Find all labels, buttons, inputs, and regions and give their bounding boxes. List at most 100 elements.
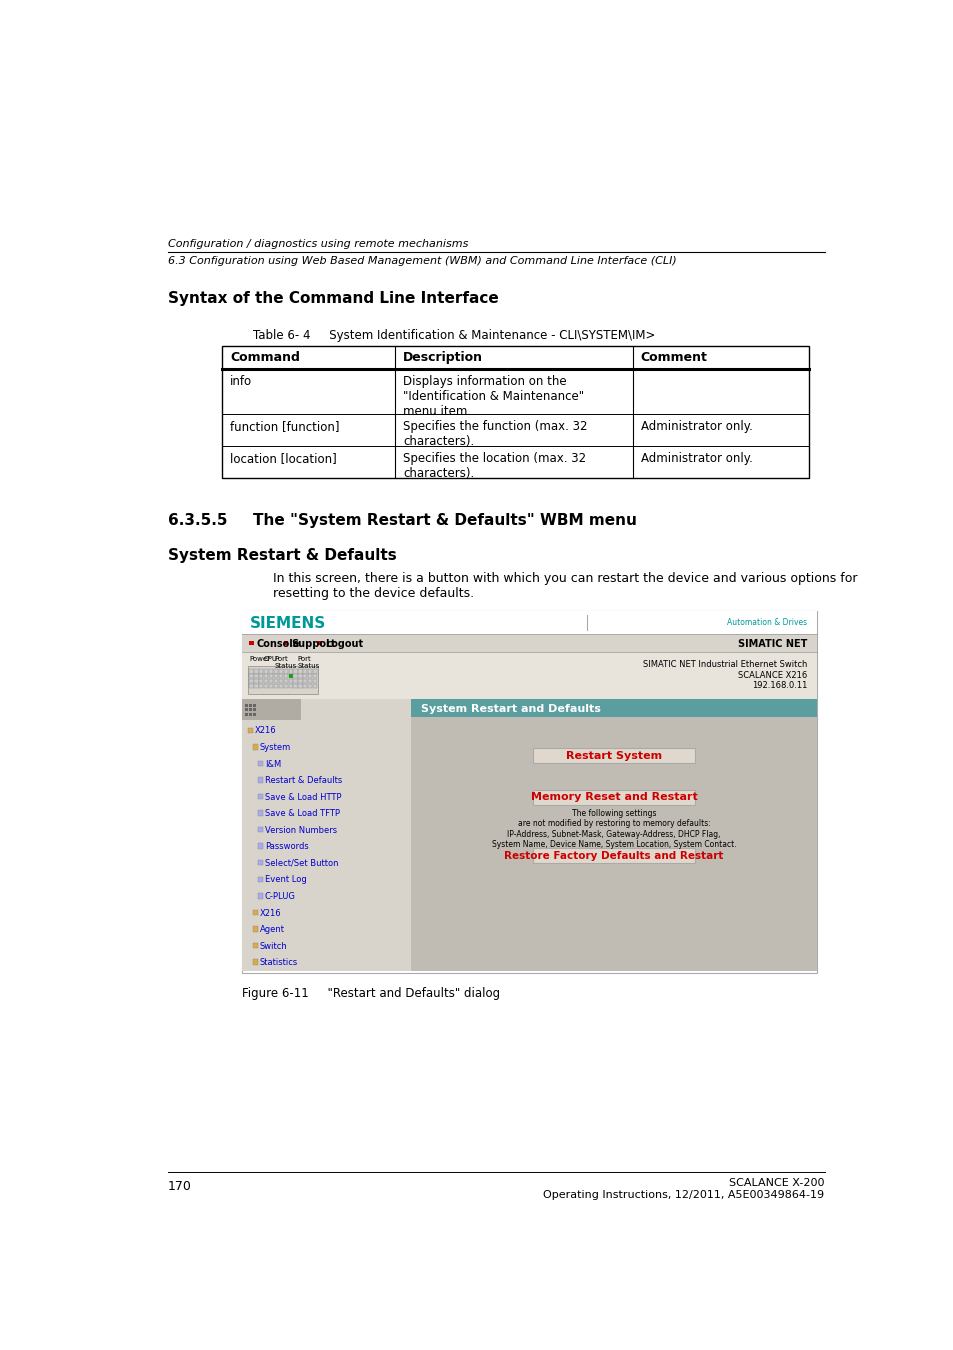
Bar [254,683,258,687]
Bar [254,670,258,674]
Bar [298,683,302,687]
Text: SCALANCE X-200
Operating Instructions, 12/2011, A5E00349864-19: SCALANCE X-200 Operating Instructions, 1… [543,1179,823,1200]
Text: Save & Load HTTP: Save & Load HTTP [265,792,341,802]
Text: Passwords: Passwords [265,842,309,852]
Bar [245,705,248,707]
Bar [411,699,816,971]
Bar [303,679,307,683]
Text: The "System Restart & Defaults" WBM menu: The "System Restart & Defaults" WBM menu [253,513,637,528]
Bar [313,683,316,687]
Bar [253,705,256,707]
Bar [241,699,301,721]
Bar [264,679,268,683]
Text: Restore Factory Defaults and Restart: Restore Factory Defaults and Restart [504,850,723,861]
Bar [269,683,273,687]
Text: Command: Command [230,351,299,364]
Bar [317,641,321,645]
Text: Version Numbers: Version Numbers [265,826,336,834]
Text: 6.3 Configuration using Web Based Management (WBM) and Command Line Interface (C: 6.3 Configuration using Web Based Manage… [168,256,676,266]
Bar [288,674,293,678]
Bar [249,641,253,645]
Text: Logout: Logout [325,640,363,649]
Bar [278,670,283,674]
Bar [278,674,283,678]
Bar [253,709,256,711]
Bar [298,670,302,674]
Text: Port
Status: Port Status [274,656,296,668]
Bar [274,674,278,678]
Text: 6.3.5.5: 6.3.5.5 [168,513,228,528]
Bar [257,860,263,865]
Bar [288,683,293,687]
Bar [308,679,312,683]
Bar [313,674,316,678]
Bar [222,346,808,478]
Bar [532,848,695,864]
Bar [283,679,288,683]
Bar [241,652,816,699]
Text: In this screen, there is a button with which you can restart the device and vari: In this screen, there is a button with w… [273,572,857,601]
Text: Console: Console [256,640,300,649]
Bar [249,679,253,683]
Bar [308,683,312,687]
Text: Description: Description [403,351,482,364]
Text: System: System [259,743,291,752]
Bar [257,810,263,815]
Bar [257,876,263,882]
Text: Administrator only.: Administrator only. [640,420,752,433]
Text: Save & Load TFTP: Save & Load TFTP [265,809,339,818]
Bar [303,683,307,687]
Bar [253,713,256,716]
Bar [248,667,317,694]
Bar [249,705,252,707]
Bar [257,828,263,833]
Bar [254,679,258,683]
Bar [253,744,258,749]
Text: Displays information on the
"Identification & Maintenance"
menu item.: Displays information on the "Identificat… [403,375,583,418]
Text: Table 6- 4     System Identification & Maintenance - CLI\SYSTEM\IM>: Table 6- 4 System Identification & Maint… [253,329,655,342]
Bar [241,634,816,652]
Bar [264,683,268,687]
Text: 170: 170 [168,1180,192,1193]
Bar [253,960,258,965]
Bar [283,674,288,678]
Bar [259,670,263,674]
Bar [249,674,253,678]
Text: Event Log: Event Log [265,875,306,884]
Text: Specifies the location (max. 32
characters).: Specifies the location (max. 32 characte… [403,452,586,481]
Bar [274,683,278,687]
Text: X216: X216 [259,909,281,918]
Bar [532,748,695,763]
Text: Support: Support [291,640,335,649]
Text: Specifies the function (max. 32
characters).: Specifies the function (max. 32 characte… [403,420,587,448]
Text: System Restart & Defaults: System Restart & Defaults [168,548,396,563]
Text: I&M: I&M [265,760,281,768]
Bar [298,679,302,683]
Bar [303,670,307,674]
Bar [532,790,695,805]
Text: info: info [230,375,252,389]
Bar [298,674,302,678]
Bar [288,679,293,683]
Bar [294,670,297,674]
Text: Select/Set Button: Select/Set Button [265,859,338,868]
Bar [257,778,263,783]
Bar [249,683,253,687]
Bar [313,670,316,674]
Bar [248,728,253,733]
Text: SIMATIC NET: SIMATIC NET [738,640,806,649]
Bar [269,670,273,674]
Bar [257,894,263,899]
Text: location [location]: location [location] [230,452,336,466]
Text: Comment: Comment [640,351,707,364]
Bar [283,670,288,674]
Bar [269,679,273,683]
Bar [308,670,312,674]
Text: Memory Reset and Restart: Memory Reset and Restart [530,792,697,802]
Text: Restart System: Restart System [565,751,661,760]
Text: Power: Power [249,656,270,662]
Bar [269,674,273,678]
Bar [283,683,288,687]
Bar [249,713,252,716]
Bar [288,670,293,674]
